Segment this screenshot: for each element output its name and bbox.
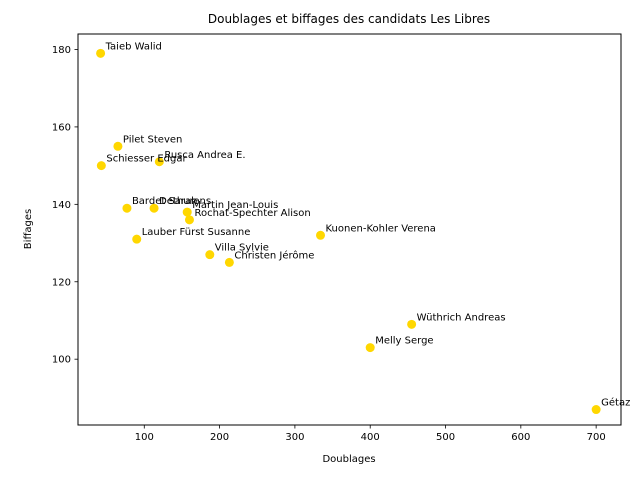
data-point <box>154 157 164 167</box>
point-label: Bardet Sarah <box>132 196 198 207</box>
data-point <box>365 343 375 353</box>
chart-title: Doublages et biffages des candidats Les … <box>208 12 490 26</box>
x-tick-label: 100 <box>135 432 154 443</box>
point-label: Taieb Walid <box>105 41 162 52</box>
y-tick-label: 160 <box>52 122 71 133</box>
y-tick-label: 180 <box>52 45 71 56</box>
x-axis-label: Doublages <box>322 454 375 465</box>
plot-area <box>78 34 621 425</box>
y-axis: 100 120 140 160 180 <box>52 45 78 366</box>
y-axis-label: Biffages <box>23 209 34 249</box>
data-point <box>96 48 106 58</box>
point-label: Christen Jérôme <box>234 249 314 261</box>
x-tick-label: 400 <box>361 432 380 443</box>
x-axis: 100 200 300 400 500 600 700 <box>135 425 606 443</box>
point-label: Gétaz <box>601 397 630 409</box>
data-point <box>205 250 215 260</box>
data-point <box>591 405 601 415</box>
data-point <box>407 319 417 329</box>
plot-frame <box>77 33 622 426</box>
point-label: Kuonen-Kohler Verena <box>326 223 436 234</box>
data-point <box>184 215 194 225</box>
y-tick-label: 100 <box>52 355 71 366</box>
point-label: Schiesser Edgar <box>106 154 187 165</box>
point-labels: Taieb Walid Pilet Steven Schiesser EdgarRu… <box>105 41 631 408</box>
data-point <box>149 203 159 213</box>
point-label: Melly Serge <box>375 336 433 347</box>
point-label: Rochat-Spechter Alison <box>194 208 310 219</box>
point-label: Martin Jean-Louis <box>192 200 278 211</box>
x-tick-label: 300 <box>285 432 304 443</box>
data-point <box>113 141 123 151</box>
y-tick-label: 140 <box>52 200 71 211</box>
data-point <box>132 234 142 244</box>
point-label: Pilet Steven <box>123 134 182 145</box>
x-tick-label: 500 <box>436 432 455 443</box>
x-tick-label: 600 <box>511 432 530 443</box>
data-point <box>96 161 106 171</box>
x-tick-label: 200 <box>210 432 229 443</box>
data-point <box>182 207 192 217</box>
point-label: Wüthrich Andreas <box>417 312 506 323</box>
point-label: Lauber Fürst Susanne <box>142 227 251 238</box>
point-label: Rusca Andrea E. <box>164 150 245 161</box>
point-label: Villa Sylvie <box>215 243 269 254</box>
data-point <box>122 203 132 213</box>
x-tick-label: 700 <box>587 432 606 443</box>
y-tick-label: 120 <box>52 277 71 288</box>
data-point <box>224 257 234 267</box>
point-label: Dethurens <box>159 196 211 207</box>
data-point <box>316 230 326 240</box>
data-points <box>96 48 601 415</box>
